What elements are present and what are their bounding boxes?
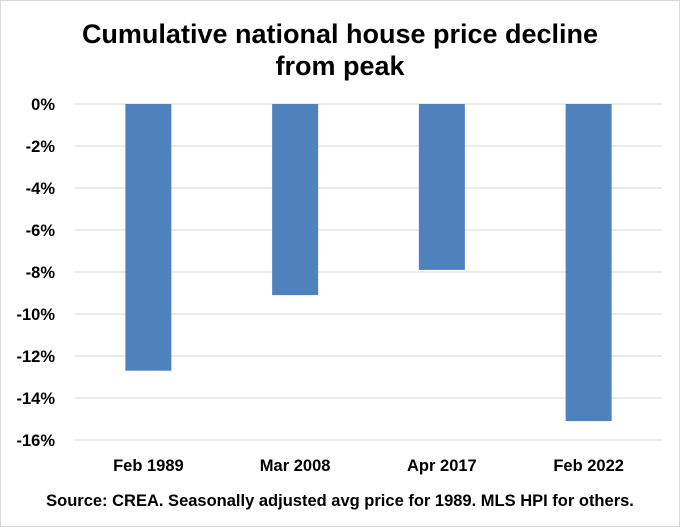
gridlines bbox=[75, 103, 662, 441]
bar-feb-2022 bbox=[565, 104, 612, 422]
source-note: Source: CREA. Seasonally adjusted avg pr… bbox=[46, 492, 634, 510]
bars bbox=[125, 104, 612, 422]
y-tick-label: -10% bbox=[16, 306, 55, 324]
y-tick-label: -14% bbox=[16, 390, 55, 408]
y-tick-label: -4% bbox=[26, 180, 56, 198]
chart-title-line-2: from peak bbox=[275, 51, 405, 81]
y-tick-label: -12% bbox=[16, 348, 55, 366]
y-tick-label: -16% bbox=[16, 432, 55, 450]
chart-title: Cumulative national house price decline … bbox=[0, 18, 680, 82]
bar-apr-2017 bbox=[418, 104, 465, 270]
y-tick-label: -2% bbox=[26, 138, 56, 156]
x-tick-label: Feb 2022 bbox=[553, 457, 624, 475]
x-axis-tick-labels: Feb 1989 Mar 2008 Apr 2017 Feb 2022 bbox=[113, 457, 624, 475]
x-tick-label: Apr 2017 bbox=[407, 457, 477, 475]
x-tick-label: Feb 1989 bbox=[113, 457, 184, 475]
chart-title-line-1: Cumulative national house price decline bbox=[81, 19, 599, 49]
bar-feb-1989 bbox=[125, 104, 172, 371]
x-tick-label: Mar 2008 bbox=[260, 457, 331, 475]
y-axis-tick-labels: 0% -2% -4% -6% -8% -10% -12% -14% -16% bbox=[16, 96, 55, 450]
bar-mar-2008 bbox=[272, 104, 319, 296]
y-tick-label: 0% bbox=[31, 96, 55, 114]
y-tick-label: -6% bbox=[26, 222, 56, 240]
y-tick-label: -8% bbox=[26, 264, 56, 282]
